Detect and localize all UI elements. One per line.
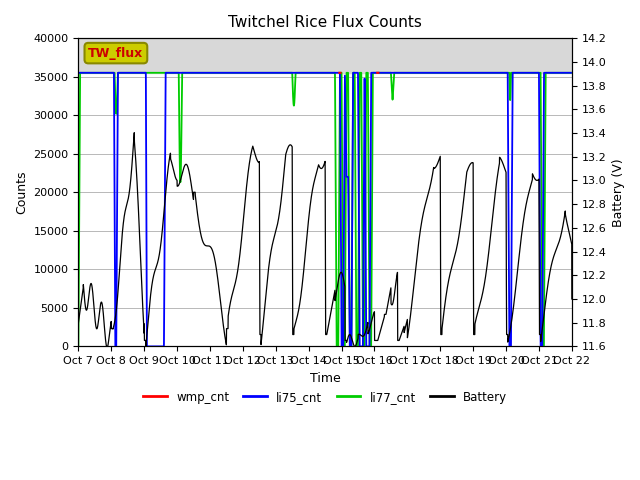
Title: Twitchel Rice Flux Counts: Twitchel Rice Flux Counts xyxy=(228,15,422,30)
X-axis label: Time: Time xyxy=(310,372,340,384)
Bar xyxy=(79,38,572,73)
Y-axis label: Battery (V): Battery (V) xyxy=(612,158,625,227)
Legend: wmp_cnt, li75_cnt, li77_cnt, Battery: wmp_cnt, li75_cnt, li77_cnt, Battery xyxy=(138,386,512,408)
Y-axis label: Counts: Counts xyxy=(15,170,28,214)
Text: TW_flux: TW_flux xyxy=(88,47,143,60)
